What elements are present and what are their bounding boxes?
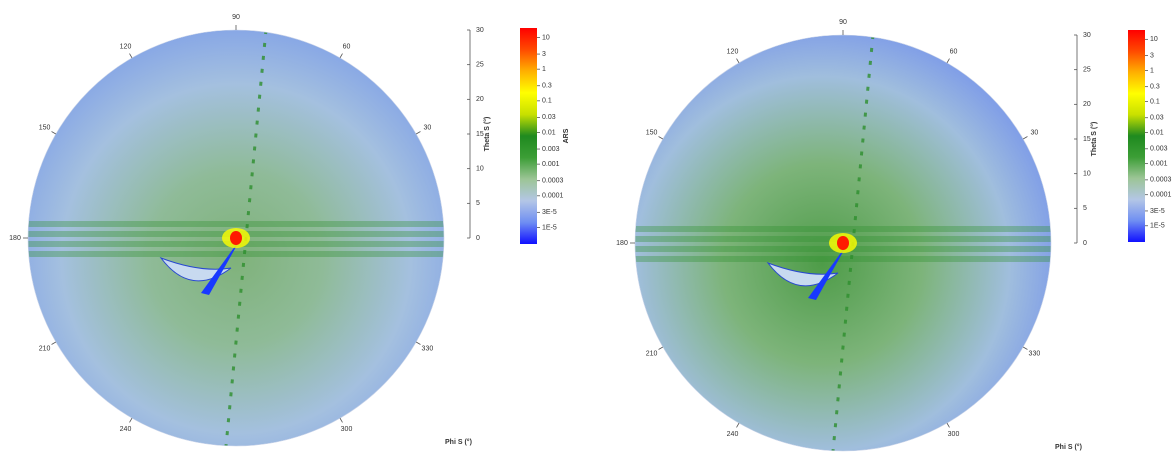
phi-tick-label: 120: [727, 48, 739, 55]
colorbar-tick-label: 0.1: [542, 98, 552, 105]
phi-tick: [946, 58, 950, 64]
phi-tick: [1022, 346, 1028, 350]
theta-tick-label: 10: [476, 166, 484, 173]
heatmap-hotspot: [230, 231, 242, 245]
colorbar: [520, 28, 537, 244]
theta-tick-label: 25: [1083, 67, 1091, 74]
heatmap-specular-blade: [808, 243, 848, 300]
phi-tick-label: 300: [948, 431, 960, 438]
heatmap-band: [28, 221, 444, 227]
heatmap: [28, 30, 444, 446]
colorbar: [1128, 30, 1145, 242]
theta-tick-label: 5: [476, 200, 480, 207]
colorbar-tick-label: 0.1: [1150, 98, 1160, 105]
phi-tick-label: 240: [120, 426, 132, 433]
phi-tick: [736, 422, 740, 428]
colorbar-tick-label: 3E-5: [1150, 208, 1165, 215]
colorbar-tick-label: 0.3: [542, 83, 552, 90]
theta-tick-label: 30: [1083, 32, 1091, 39]
theta-tick-label: 30: [476, 27, 484, 34]
phi-tick: [339, 53, 343, 59]
polar-chart: 30 60 90 120 150 180 210 240 300 330 0 5 10 15 20 25 30 T…: [616, 19, 1172, 452]
phi-tick-label: 210: [646, 350, 658, 357]
theta-tick-label: 10: [1083, 171, 1091, 178]
theta-axis-title: Theta S (°): [1090, 122, 1098, 157]
colorbar-tick-label: 1: [1150, 67, 1154, 74]
theta-tick-label: 15: [1083, 136, 1091, 143]
heatmap-band: [635, 226, 1051, 232]
phi-tick-label: 90: [232, 14, 240, 21]
phi-tick: [658, 346, 664, 350]
phi-tick: [51, 131, 57, 135]
heatmap-band: [635, 256, 1051, 262]
colorbar-tick-label: 1E-5: [542, 224, 557, 231]
phi-axis-title: Phi S (°): [445, 438, 472, 446]
colorbar-tick-label: 0.0003: [1150, 177, 1172, 184]
phi-tick-label: 300: [341, 426, 353, 433]
theta-tick-label: 20: [476, 96, 484, 103]
colorbar-tick-label: 0.003: [542, 146, 560, 153]
theta-tick-label: 25: [476, 62, 484, 69]
phi-tick-label: 180: [9, 235, 21, 242]
phi-tick-label: 150: [646, 129, 658, 136]
colorbar-tick-label: 0.0003: [542, 178, 564, 185]
colorbar-tick-label: 0.01: [542, 129, 556, 136]
colorbar-tick-label: 0.3: [1150, 84, 1160, 91]
colorbar-tick-label: 0.01: [1150, 129, 1164, 136]
theta-tick-label: 0: [476, 235, 480, 242]
phi-tick-label: 240: [727, 431, 739, 438]
colorbar-tick-label: 10: [542, 34, 550, 41]
theta-tick-label: 20: [1083, 101, 1091, 108]
theta-tick-label: 0: [1083, 240, 1087, 247]
phi-tick-label: 210: [39, 345, 51, 352]
phi-tick: [946, 422, 950, 428]
colorbar-tick-label: 0.0001: [1150, 192, 1172, 199]
phi-tick-label: 180: [616, 240, 628, 247]
colorbar-tick-label: 0.003: [1150, 146, 1168, 153]
phi-tick-label: 150: [39, 124, 51, 131]
theta-tick-label: 15: [476, 131, 484, 138]
phi-tick-label: 330: [1029, 350, 1041, 357]
heatmap-hotspot: [837, 236, 849, 250]
phi-tick: [339, 417, 343, 423]
heatmap-specular-shadow: [766, 261, 839, 287]
phi-tick: [1022, 136, 1028, 140]
heatmap: [635, 35, 1051, 451]
phi-tick-label: 330: [422, 345, 434, 352]
colorbar-tick-label: 0.001: [542, 161, 560, 168]
phi-tick: [658, 136, 664, 140]
theta-axis-title: Theta S (°): [483, 117, 491, 152]
colorbar-title: ARS: [563, 128, 570, 143]
phi-tick-label: 60: [950, 48, 958, 55]
colorbar-tick-label: 1: [542, 66, 546, 73]
phi-tick: [129, 53, 133, 59]
theta-tick-label: 5: [1083, 205, 1087, 212]
heatmap-band: [28, 251, 444, 257]
colorbar-tick-label: 3E-5: [542, 209, 557, 216]
phi-tick-label: 120: [120, 43, 132, 50]
phi-tick: [129, 417, 133, 423]
colorbar-tick-label: 0.0001: [542, 193, 564, 200]
phi-tick: [415, 341, 421, 345]
heatmap-specular-blade: [201, 238, 241, 295]
phi-axis-title: Phi S (°): [1055, 443, 1082, 451]
colorbar-tick-label: 0.001: [1150, 160, 1168, 167]
polar-chart: 30 60 90 120 150 180 210 240 300 330 0 5 10 15 20 25 30 T…: [9, 14, 570, 447]
phi-tick-label: 60: [343, 43, 351, 50]
colorbar-tick-label: 3: [1150, 52, 1154, 59]
phi-tick-label: 30: [423, 124, 431, 131]
phi-tick: [415, 131, 421, 135]
phi-tick: [51, 341, 57, 345]
colorbar-tick-label: 0.03: [542, 114, 556, 121]
colorbar-tick-label: 1E-5: [1150, 223, 1165, 230]
colorbar-tick-label: 10: [1150, 36, 1158, 43]
phi-tick: [736, 58, 740, 64]
phi-tick-label: 30: [1030, 129, 1038, 136]
colorbar-tick-label: 3: [542, 51, 546, 58]
heatmap-specular-shadow: [159, 256, 232, 282]
colorbar-tick-label: 0.03: [1150, 115, 1164, 122]
phi-tick-label: 90: [839, 19, 847, 26]
